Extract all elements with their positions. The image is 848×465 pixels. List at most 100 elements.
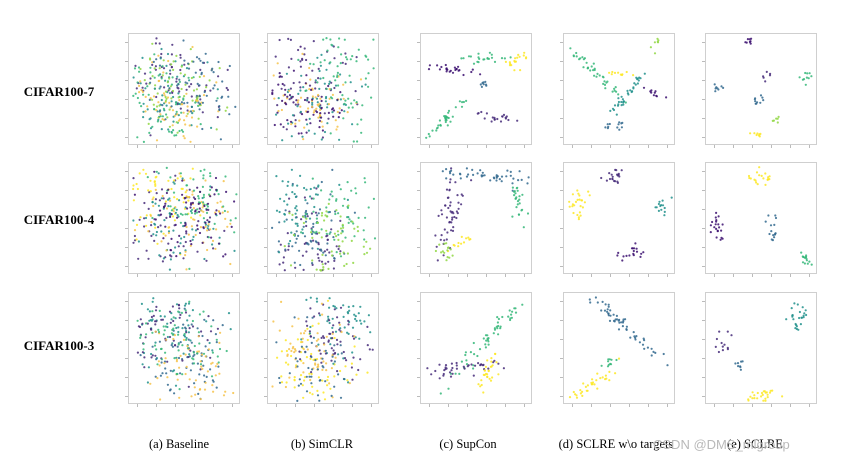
scatter-point (189, 110, 193, 113)
scatter-point (339, 369, 342, 373)
scatter-point (307, 366, 310, 370)
scatter-point (652, 350, 655, 353)
scatter-point (289, 87, 292, 90)
x-tick (371, 145, 372, 148)
scatter-point (445, 188, 449, 191)
scatter-point (293, 376, 296, 379)
scatter-point (310, 372, 313, 376)
scatter-point (527, 176, 530, 179)
scatter-point (278, 221, 281, 224)
scatter-point (715, 337, 718, 341)
scatter-point (146, 85, 149, 88)
scatter-point (483, 369, 486, 372)
scatter-point (233, 200, 236, 203)
scatter-point (201, 334, 204, 338)
scatter-point (295, 205, 298, 208)
scatter-point (608, 177, 612, 181)
scatter-point (207, 223, 210, 226)
scatter-point (486, 359, 489, 362)
scatter-point (329, 38, 332, 41)
scatter-point (622, 255, 625, 258)
scatter-point (159, 224, 162, 227)
scatter-point (171, 43, 174, 46)
scatter-point (751, 391, 754, 394)
scatter-point (195, 211, 199, 214)
scatter-point (311, 101, 314, 104)
scatter-point (218, 210, 221, 213)
scatter-point (352, 337, 356, 340)
scatter-point (132, 219, 135, 222)
scatter-point (591, 383, 594, 386)
scatter-point (342, 350, 345, 354)
scatter-point (169, 176, 172, 179)
scatter-point (165, 372, 168, 375)
scatter-point (795, 324, 798, 327)
scatter-point (665, 96, 668, 99)
scatter-point (576, 189, 579, 192)
scatter-point (142, 110, 145, 113)
scatter-point (180, 311, 183, 314)
scatter-point (445, 177, 448, 180)
scatter-point (294, 266, 297, 269)
scatter-point (321, 129, 324, 132)
scatter-point (216, 88, 219, 91)
scatter-point (193, 344, 196, 348)
scatter-point (206, 227, 209, 230)
scatter-point (753, 178, 756, 181)
scatter-point (217, 193, 220, 196)
scatter-point (340, 330, 343, 334)
scatter-point (363, 253, 366, 256)
scatter-point (331, 195, 334, 198)
scatter-point (154, 202, 157, 205)
scatter-point (720, 341, 723, 345)
scatter-point (176, 84, 179, 87)
scatter-point (155, 58, 158, 61)
scatter-point (306, 110, 309, 114)
scatter-point (316, 247, 319, 250)
scatter-point (601, 300, 604, 303)
scatter-point (299, 65, 302, 68)
scatter-point (303, 98, 307, 102)
scatter-point (354, 90, 357, 93)
scatter-point (316, 101, 319, 104)
scatter-point (366, 371, 369, 374)
y-tick (702, 247, 705, 248)
scatter-point (331, 337, 334, 340)
scatter-point (148, 310, 151, 313)
y-tick (125, 99, 128, 100)
scatter-point (446, 231, 449, 234)
scatter-point (175, 255, 178, 258)
y-tick (417, 190, 420, 191)
scatter-point (280, 87, 283, 90)
scatter-point (757, 134, 761, 137)
scatter-point (142, 342, 145, 345)
scatter-point (351, 326, 355, 329)
scatter-point (133, 193, 136, 196)
scatter-point (353, 99, 356, 102)
scatter-point (176, 131, 179, 134)
scatter-point (308, 332, 312, 335)
scatter-point (205, 211, 209, 214)
scatter-point (181, 177, 184, 180)
scatter-point (611, 175, 614, 178)
scatter-point (518, 170, 521, 173)
scatter-point (180, 65, 183, 68)
scatter-point (304, 329, 307, 332)
scatter-point (174, 223, 177, 226)
x-tick (175, 404, 176, 407)
scatter-point (139, 82, 142, 85)
scatter-point (350, 239, 353, 242)
scatter-point (335, 209, 338, 212)
scatter-point (152, 60, 155, 63)
scatter-point (154, 341, 157, 344)
scatter-point (467, 173, 470, 176)
scatter-point (180, 87, 183, 91)
scatter-point (306, 98, 309, 101)
scatter-point (431, 129, 434, 132)
scatter-point (210, 375, 214, 378)
scatter-point (203, 168, 206, 171)
scatter-point (180, 237, 183, 240)
scatter-point (620, 104, 623, 107)
scatter-point (227, 95, 230, 98)
scatter-point (337, 353, 340, 356)
